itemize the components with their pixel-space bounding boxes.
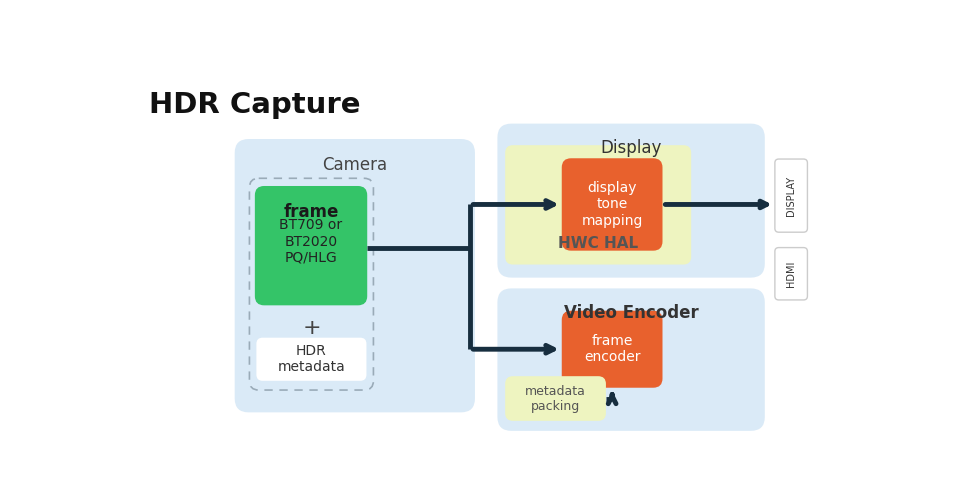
Text: +: + [303,318,322,338]
Text: metadata
packing: metadata packing [525,385,586,412]
Text: Display: Display [600,139,661,157]
Text: display
tone
mapping: display tone mapping [582,181,643,228]
FancyBboxPatch shape [505,376,606,421]
FancyBboxPatch shape [254,186,368,305]
Text: HWC HAL: HWC HAL [558,236,638,250]
Text: frame: frame [283,203,339,221]
FancyBboxPatch shape [256,338,367,381]
Text: DISPLAY: DISPLAY [786,175,796,216]
Text: frame
encoder: frame encoder [584,334,640,364]
FancyBboxPatch shape [562,158,662,250]
Text: BT709 or
BT2020
PQ/HLG: BT709 or BT2020 PQ/HLG [279,218,343,265]
Text: HDMI: HDMI [786,261,796,287]
FancyBboxPatch shape [234,139,475,412]
FancyBboxPatch shape [497,123,765,278]
Text: Video Encoder: Video Encoder [564,304,699,322]
FancyBboxPatch shape [497,288,765,431]
FancyBboxPatch shape [775,159,807,232]
FancyBboxPatch shape [562,311,662,388]
Text: Camera: Camera [323,156,388,174]
FancyBboxPatch shape [505,145,691,265]
Text: HDR Capture: HDR Capture [150,91,361,119]
Text: HDR
metadata: HDR metadata [277,344,346,374]
FancyBboxPatch shape [775,247,807,300]
